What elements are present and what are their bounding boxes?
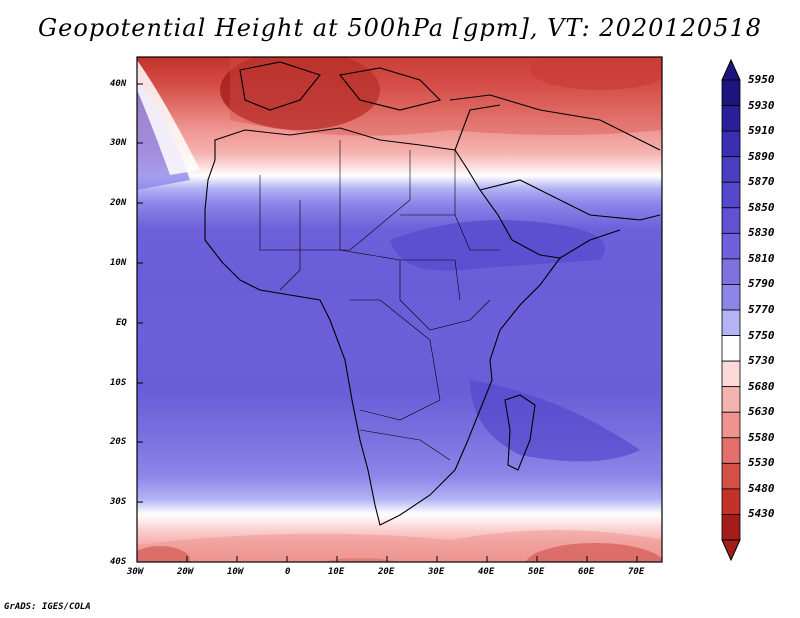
lon-label-20e: 20E <box>378 567 395 577</box>
plot-frame <box>136 56 663 563</box>
country-borders <box>259 140 500 461</box>
lat-label-40s: 40S <box>110 557 127 567</box>
colorbar-box <box>721 514 741 541</box>
lon-label-30e: 30E <box>428 567 445 577</box>
colorbar-box <box>721 181 741 209</box>
colorbar-level-label: 5950 <box>748 73 775 86</box>
lat-label-20n: 20N <box>110 198 127 208</box>
colorbar-box <box>721 258 741 285</box>
colorbar-box <box>721 309 741 336</box>
colorbar-box <box>721 130 741 158</box>
colorbar-level-label: 5790 <box>748 277 775 291</box>
grads-credit: GrADS: IGES/COLA <box>4 602 91 612</box>
colorbar-level-label: 5910 <box>748 124 775 138</box>
colorbar-box <box>721 360 741 388</box>
colorbar-box <box>721 411 741 439</box>
colorbar-level-label: 5770 <box>748 303 775 316</box>
lat-label-10s: 10S <box>110 378 127 388</box>
lon-label-60e: 60E <box>578 567 595 577</box>
lat-label-eq: EQ <box>116 318 127 328</box>
lat-label-30n: 30N <box>110 138 127 148</box>
colorbar-box <box>721 284 741 311</box>
colorbar-box <box>721 335 741 362</box>
colorbar-level-label: 5870 <box>748 175 775 189</box>
colorbar-bottom-arrow <box>721 539 741 562</box>
colorbar-level-label: 5850 <box>748 200 775 214</box>
lat-label-10n: 10N <box>110 258 127 268</box>
axis-ticks <box>136 83 638 563</box>
lon-label-50e: 50E <box>528 567 545 577</box>
lon-label-70e: 70E <box>628 567 645 577</box>
colorbar-level-label: 5430 <box>748 507 775 521</box>
colorbar-level-label: 5810 <box>748 251 775 265</box>
colorbar-box <box>721 232 741 260</box>
colorbar-box <box>721 462 741 490</box>
colorbar-level-label: 5830 <box>748 226 775 240</box>
colorbar-level-label: 5480 <box>748 481 775 495</box>
lat-label-30s: 30S <box>110 497 127 507</box>
lon-label-40e: 40E <box>478 567 495 577</box>
lat-label-40n: 40N <box>110 79 127 89</box>
colorbar-level-label: 5890 <box>748 149 775 163</box>
colorbar-level-label: 5530 <box>748 456 775 470</box>
lon-label-10w: 10W <box>227 567 244 577</box>
colorbar-level-label: 5930 <box>748 98 775 112</box>
lon-label-20w: 20W <box>177 567 194 577</box>
colorbar-level-label: 5580 <box>748 430 775 444</box>
colorbar-level-label: 5730 <box>748 354 775 368</box>
lon-label-0: 0 <box>285 567 291 577</box>
colorbar-box <box>721 105 741 132</box>
colorbar-level-label: 5630 <box>748 405 775 419</box>
colorbar-level-label: 5750 <box>748 328 775 342</box>
colorbar-top-arrow <box>721 58 741 81</box>
coastlines <box>204 61 661 526</box>
colorbar-box <box>721 437 741 464</box>
lon-label-30w: 30W <box>127 567 144 577</box>
colorbar-box <box>721 488 741 515</box>
lat-label-20s: 20S <box>110 437 127 447</box>
height-field <box>137 57 662 562</box>
colorbar-box <box>721 207 741 234</box>
colorbar-level-label: 5680 <box>748 379 775 393</box>
colorbar-box <box>721 79 741 106</box>
map-title: Geopotential Height at 500hPa [gpm], VT:… <box>38 14 762 42</box>
colorbar-box <box>721 156 741 183</box>
lon-label-10e: 10E <box>328 567 345 577</box>
colorbar-box <box>721 386 741 413</box>
